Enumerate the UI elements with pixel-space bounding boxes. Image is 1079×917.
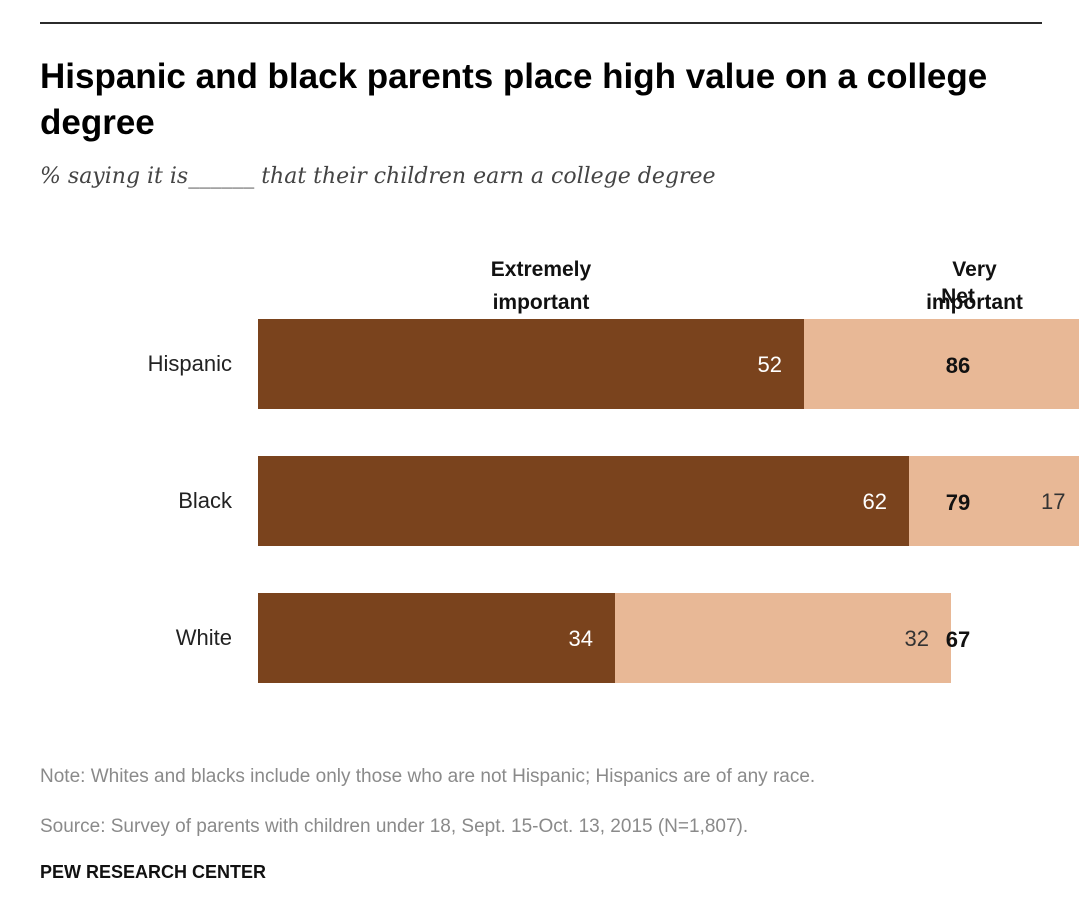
data-label-white-extremely: 34 [569,626,593,651]
bar-hispanic-very [804,319,1079,409]
net-value-hispanic: 86 [946,353,970,378]
net-value-white: 67 [946,627,970,652]
series-header-1-1: important [926,291,1023,314]
top-rule [40,22,1042,24]
bar-white-extremely [258,593,615,683]
source-text: Source: Survey of parents with children … [40,816,749,837]
data-label-white-very: 32 [905,626,929,651]
series-header-0-1: important [493,291,590,314]
data-label-black-very: 17 [1041,489,1065,514]
chart-subtitle: % saying it is______ that their children… [40,164,716,189]
note-text: Note: Whites and blacks include only tho… [40,766,816,787]
stacked-bar-chart: ExtremelyimportantVeryimportantNetHispan… [148,258,1079,683]
data-label-black-extremely: 62 [863,489,887,514]
bar-black-extremely [258,456,909,546]
chart-title: Hispanic and black parents place high va… [40,57,988,142]
data-label-hispanic-extremely: 52 [758,352,782,377]
net-header: Net [941,285,975,308]
net-value-black: 79 [946,490,970,515]
bar-white-very [615,593,951,683]
category-label-black: Black [178,488,233,513]
bar-hispanic-extremely [258,319,804,409]
bar-black-very [909,456,1079,546]
series-header-0-0: Extremely [491,258,592,281]
brand-footer: PEW RESEARCH CENTER [40,862,267,882]
category-label-white: White [176,625,232,650]
series-header-1-0: Very [952,258,997,281]
category-label-hispanic: Hispanic [148,351,232,376]
